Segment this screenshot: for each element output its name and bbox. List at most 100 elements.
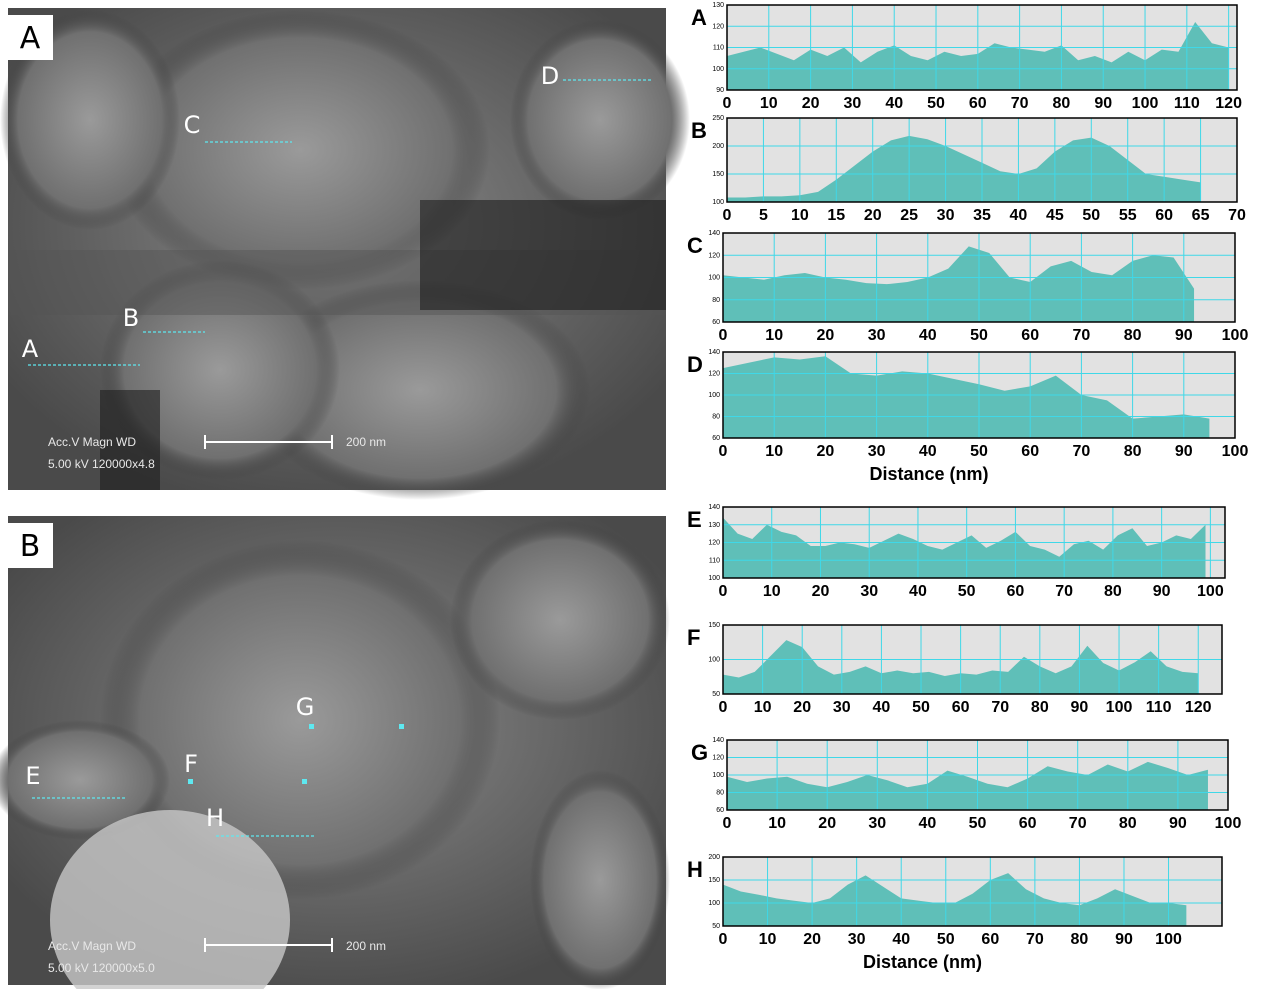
x-tick-label: 40 bbox=[885, 95, 903, 112]
x-tick-label: 110 bbox=[1174, 95, 1200, 112]
x-tick-label: 50 bbox=[927, 95, 945, 112]
x-tick-label: 70 bbox=[1055, 583, 1073, 600]
x-tick-label: 40 bbox=[1010, 207, 1028, 224]
x-tick-label: 20 bbox=[803, 931, 821, 948]
y-tick-label: 60 bbox=[712, 435, 720, 442]
x-tick-label: 20 bbox=[864, 207, 882, 224]
x-tick-label: 70 bbox=[1073, 443, 1091, 460]
panel-label: B bbox=[20, 529, 41, 564]
y-tick-label: 100 bbox=[712, 66, 724, 73]
x-tick-label: 80 bbox=[1031, 699, 1049, 716]
y-tick-label: 100 bbox=[712, 199, 724, 206]
marker-label: B bbox=[123, 304, 139, 332]
x-tick-label: 100 bbox=[1106, 699, 1133, 716]
x-axis-label: Distance (nm) bbox=[863, 952, 982, 972]
x-tick-label: 40 bbox=[892, 931, 910, 948]
y-tick-label: 140 bbox=[708, 349, 720, 356]
y-tick-label: 100 bbox=[708, 657, 720, 664]
y-tick-label: 90 bbox=[716, 87, 724, 94]
x-tick-label: 100 bbox=[1155, 931, 1182, 948]
x-tick-label: 60 bbox=[1155, 207, 1173, 224]
y-tick-label: 200 bbox=[708, 854, 720, 861]
x-tick-label: 100 bbox=[1197, 583, 1224, 600]
x-tick-label: 10 bbox=[768, 815, 786, 832]
y-tick-label: 250 bbox=[712, 115, 724, 122]
y-tick-label: 100 bbox=[708, 900, 720, 907]
y-tick-label: 150 bbox=[708, 877, 720, 884]
x-tick-label: 30 bbox=[844, 95, 862, 112]
x-tick-label: 10 bbox=[791, 207, 809, 224]
x-tick-label: 50 bbox=[958, 583, 976, 600]
y-tick-label: 140 bbox=[712, 737, 724, 744]
x-tick-label: 80 bbox=[1104, 583, 1122, 600]
y-tick-label: 120 bbox=[708, 371, 720, 378]
x-tick-label: 90 bbox=[1094, 95, 1112, 112]
sem-info: Acc.V Magn WD bbox=[48, 939, 136, 953]
y-tick-label: 80 bbox=[716, 790, 724, 797]
x-tick-label: 5 bbox=[759, 207, 768, 224]
x-tick-label: 60 bbox=[1021, 443, 1039, 460]
figure: A A B C D Acc.V Magn WD 5.00 kV 120000x4… bbox=[0, 0, 1262, 989]
x-tick-label: 100 bbox=[1222, 327, 1249, 344]
sem-info: 5.00 kV 120000x4.8 bbox=[48, 457, 155, 471]
x-tick-label: 0 bbox=[723, 815, 732, 832]
x-tick-label: 10 bbox=[759, 931, 777, 948]
marker-label: D bbox=[541, 62, 559, 90]
marker-label: F bbox=[184, 750, 198, 778]
x-tick-label: 60 bbox=[969, 95, 987, 112]
sem-info: 5.00 kV 120000x5.0 bbox=[48, 961, 155, 975]
chart-label: H bbox=[687, 857, 703, 882]
x-tick-label: 10 bbox=[765, 443, 783, 460]
x-tick-label: 80 bbox=[1053, 95, 1071, 112]
x-tick-label: 80 bbox=[1124, 443, 1142, 460]
panel-label: A bbox=[20, 21, 41, 56]
x-tick-label: 10 bbox=[760, 95, 778, 112]
y-tick-label: 130 bbox=[708, 522, 720, 529]
x-tick-label: 0 bbox=[719, 583, 728, 600]
chart-label: G bbox=[691, 740, 708, 765]
x-tick-label: 0 bbox=[723, 207, 732, 224]
x-tick-label: 50 bbox=[937, 931, 955, 948]
x-tick-label: 50 bbox=[969, 815, 987, 832]
x-tick-label: 0 bbox=[723, 95, 732, 112]
x-tick-label: 50 bbox=[1082, 207, 1100, 224]
x-tick-label: 40 bbox=[909, 583, 927, 600]
y-tick-label: 140 bbox=[708, 230, 720, 237]
x-tick-label: 70 bbox=[1228, 207, 1246, 224]
y-tick-label: 50 bbox=[712, 691, 720, 698]
x-tick-label: 20 bbox=[818, 815, 836, 832]
x-tick-label: 90 bbox=[1071, 699, 1089, 716]
x-tick-label: 40 bbox=[919, 815, 937, 832]
y-tick-label: 130 bbox=[712, 2, 724, 9]
x-tick-label: 20 bbox=[817, 327, 835, 344]
x-axis-label: Distance (nm) bbox=[869, 464, 988, 484]
x-tick-label: 15 bbox=[827, 207, 845, 224]
x-tick-label: 90 bbox=[1169, 815, 1187, 832]
marker-label: H bbox=[206, 804, 224, 832]
x-tick-label: 50 bbox=[970, 443, 988, 460]
chart-label: F bbox=[687, 625, 700, 650]
x-tick-label: 60 bbox=[1021, 327, 1039, 344]
x-tick-label: 20 bbox=[793, 699, 811, 716]
x-tick-label: 55 bbox=[1119, 207, 1137, 224]
sem-image-a: A A B C D Acc.V Magn WD 5.00 kV 120000x4… bbox=[0, 8, 690, 500]
x-tick-label: 100 bbox=[1215, 815, 1242, 832]
y-tick-label: 80 bbox=[712, 414, 720, 421]
y-tick-label: 60 bbox=[712, 319, 720, 326]
y-tick-label: 60 bbox=[716, 807, 724, 814]
y-tick-label: 150 bbox=[712, 171, 724, 178]
x-tick-label: 60 bbox=[1019, 815, 1037, 832]
chart-label: C bbox=[687, 233, 703, 258]
y-tick-label: 120 bbox=[712, 23, 724, 30]
x-tick-label: 70 bbox=[1073, 327, 1091, 344]
x-tick-label: 70 bbox=[1069, 815, 1087, 832]
y-tick-label: 120 bbox=[708, 540, 720, 547]
y-tick-label: 100 bbox=[708, 275, 720, 282]
x-tick-label: 90 bbox=[1175, 327, 1193, 344]
chart-label: B bbox=[691, 118, 707, 143]
x-tick-label: 50 bbox=[912, 699, 930, 716]
x-tick-label: 80 bbox=[1119, 815, 1137, 832]
x-tick-label: 0 bbox=[719, 699, 728, 716]
y-tick-label: 110 bbox=[713, 45, 724, 52]
x-tick-label: 90 bbox=[1175, 443, 1193, 460]
